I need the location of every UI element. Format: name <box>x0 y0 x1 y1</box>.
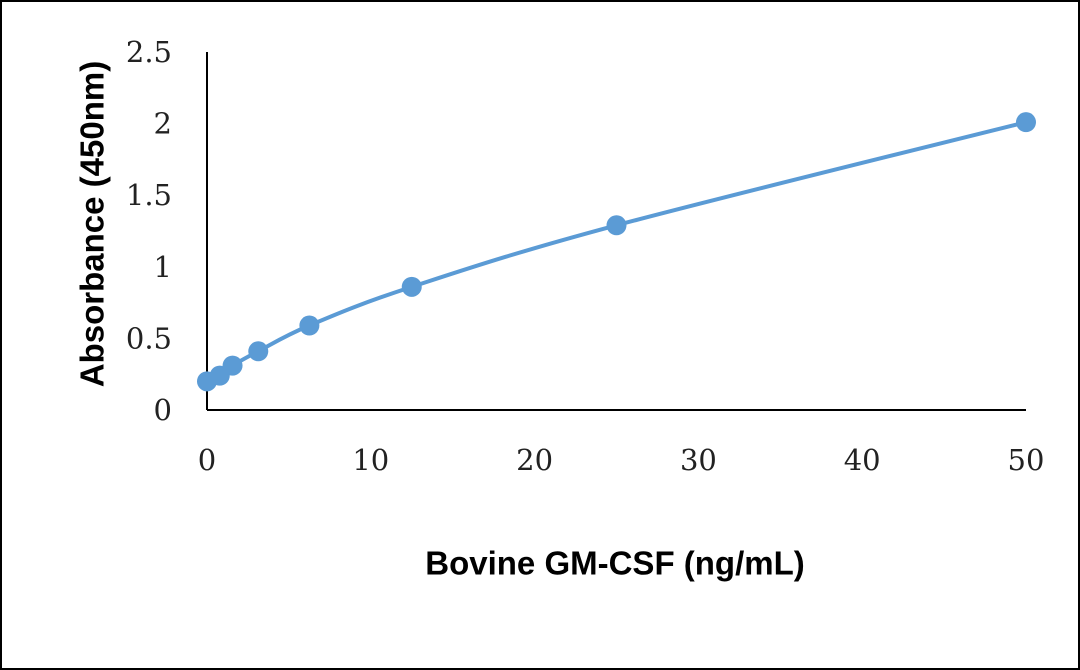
data-point <box>222 355 243 376</box>
y-axis-title: Absorbance (450nm) <box>74 61 111 387</box>
series-line <box>205 120 1028 384</box>
y-tick-label: 1 <box>154 250 172 284</box>
y-tick-label: 1.5 <box>126 178 172 212</box>
y-tick-label: 2.5 <box>126 35 172 69</box>
data-point <box>606 215 627 236</box>
data-point <box>299 315 320 336</box>
data-point <box>1016 112 1036 133</box>
x-tick-labels: 0 10 20 30 40 50 <box>198 443 1045 477</box>
x-tick-label: 30 <box>680 443 717 477</box>
data-point <box>248 341 269 362</box>
x-tick-label: 50 <box>1008 443 1045 477</box>
y-tick-label: 2 <box>154 107 172 141</box>
y-tick-labels: 0 0.5 1 1.5 2 2.5 <box>126 35 172 427</box>
data-point <box>401 276 422 297</box>
y-tick-label: 0 <box>154 393 172 427</box>
x-tick-label: 10 <box>352 443 389 477</box>
y-tick-label: 0.5 <box>126 321 172 355</box>
x-axis-title: Bovine GM-CSF (ng/mL) <box>425 545 804 582</box>
x-tick-label: 40 <box>844 443 881 477</box>
x-tick-label: 0 <box>198 443 216 477</box>
data-points <box>197 112 1036 392</box>
x-tick-label: 20 <box>516 443 553 477</box>
